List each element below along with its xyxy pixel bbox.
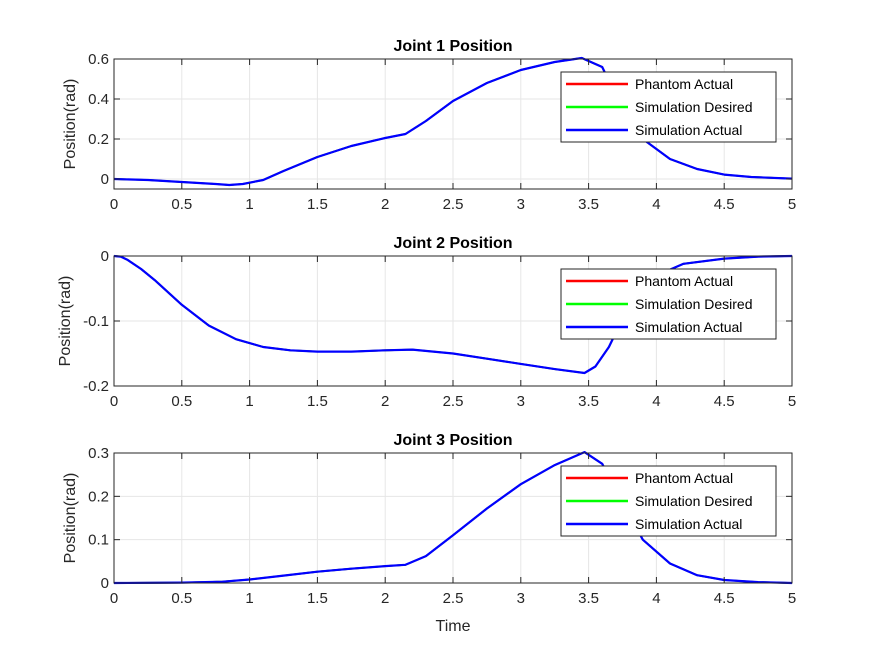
legend-label-phantom-actual: Phantom Actual (635, 76, 733, 92)
y-axis-label: Position(rad) (62, 79, 79, 170)
x-tick-label: 2.5 (443, 196, 464, 213)
legend-label-simulation-actual: Simulation Actual (635, 122, 742, 138)
legend-label-simulation-actual: Simulation Actual (635, 319, 742, 335)
x-tick-label: 0 (110, 590, 118, 607)
plot-lines (113, 56, 793, 187)
x-tick-label: 1 (245, 590, 253, 607)
x-tick-label: 5 (788, 590, 796, 607)
y-tick-label: 0.2 (88, 131, 109, 148)
x-tick-label: 3.5 (578, 393, 599, 410)
plot-lines (113, 451, 793, 585)
series-line-simulation-actual (113, 56, 793, 187)
x-tick-label: 2 (381, 196, 389, 213)
x-axis-label: Time (436, 618, 471, 635)
x-tick-label: 3 (517, 393, 525, 410)
subplot-joint-1: 0 0.5 1 1.5 2 2.5 3 3.5 4 4.5 5 0 0.2 0.4 0.6 Joint 1 … (62, 38, 796, 213)
x-tick-label: 1.5 (307, 590, 328, 607)
x-tick-label: 2.5 (443, 590, 464, 607)
x-tick-label: 4 (652, 393, 660, 410)
y-tick-label: 0.4 (88, 91, 109, 108)
y-tick-label: 0.2 (88, 488, 109, 505)
legend-label-simulation-desired: Simulation Desired (635, 99, 753, 115)
x-tick-label: 0.5 (171, 590, 192, 607)
y-tick-label: 0 (101, 575, 109, 592)
x-tick-label: 2 (381, 393, 389, 410)
legend: Phantom Actual Simulation Desired Simula… (560, 268, 777, 340)
chart-title: Joint 1 Position (393, 38, 512, 55)
x-tick-label: 0.5 (171, 196, 192, 213)
legend-label-simulation-actual: Simulation Actual (635, 516, 742, 532)
y-tick-label: -0.1 (83, 313, 109, 330)
chart-title: Joint 3 Position (393, 432, 512, 449)
y-tick-label: 0.1 (88, 532, 109, 549)
x-tick-label: 3.5 (578, 196, 599, 213)
x-tick-label: 1.5 (307, 393, 328, 410)
x-tick-label: 0.5 (171, 393, 192, 410)
y-tick-label: 0.3 (88, 445, 109, 462)
x-tick-label: 3.5 (578, 590, 599, 607)
y-axis-label: Position(rad) (62, 473, 79, 564)
legend-label-simulation-desired: Simulation Desired (635, 493, 753, 509)
ticks: 0 0.5 1 1.5 2 2.5 3 3.5 4 4.5 5 0 0.2 0.4 0.6 (88, 51, 796, 213)
ticks: 0 0.5 1 1.5 2 2.5 3 3.5 4 4.5 5 0 0.1 0.2 0.3 (88, 445, 796, 607)
x-tick-label: 4 (652, 196, 660, 213)
chart-title: Joint 2 Position (393, 235, 512, 252)
x-tick-label: 4.5 (714, 393, 735, 410)
x-tick-label: 3 (517, 196, 525, 213)
x-tick-label: 5 (788, 393, 796, 410)
x-tick-label: 5 (788, 196, 796, 213)
legend-label-phantom-actual: Phantom Actual (635, 273, 733, 289)
series-line-simulation-actual (113, 451, 793, 585)
y-tick-label: 0.6 (88, 51, 109, 68)
x-tick-label: 2 (381, 590, 389, 607)
legend-label-simulation-desired: Simulation Desired (635, 296, 753, 312)
x-tick-label: 0 (110, 393, 118, 410)
y-tick-label: 0 (101, 248, 109, 265)
x-tick-label: 4 (652, 590, 660, 607)
x-tick-label: 1 (245, 393, 253, 410)
y-tick-label: 0 (101, 171, 109, 188)
subplot-joint-3: 0 0.5 1 1.5 2 2.5 3 3.5 4 4.5 5 0 0.1 0.2 0.3 Joint 3 … (62, 432, 796, 635)
x-tick-label: 0 (110, 196, 118, 213)
legend: Phantom Actual Simulation Desired Simula… (560, 465, 777, 537)
legend-label-phantom-actual: Phantom Actual (635, 470, 733, 486)
x-tick-label: 1.5 (307, 196, 328, 213)
subplot-joint-2: 0 0.5 1 1.5 2 2.5 3 3.5 4 4.5 5 -0.2 -0.1 0 Joint 2 P… (57, 235, 796, 410)
x-tick-label: 4.5 (714, 590, 735, 607)
y-tick-label: -0.2 (83, 378, 109, 395)
legend: Phantom Actual Simulation Desired Simula… (560, 71, 777, 143)
y-axis-label: Position(rad) (57, 276, 74, 367)
ticks: 0 0.5 1 1.5 2 2.5 3 3.5 4 4.5 5 -0.2 -0.1 0 (83, 248, 796, 410)
x-tick-label: 1 (245, 196, 253, 213)
x-tick-label: 3 (517, 590, 525, 607)
x-tick-label: 4.5 (714, 196, 735, 213)
x-tick-label: 2.5 (443, 393, 464, 410)
